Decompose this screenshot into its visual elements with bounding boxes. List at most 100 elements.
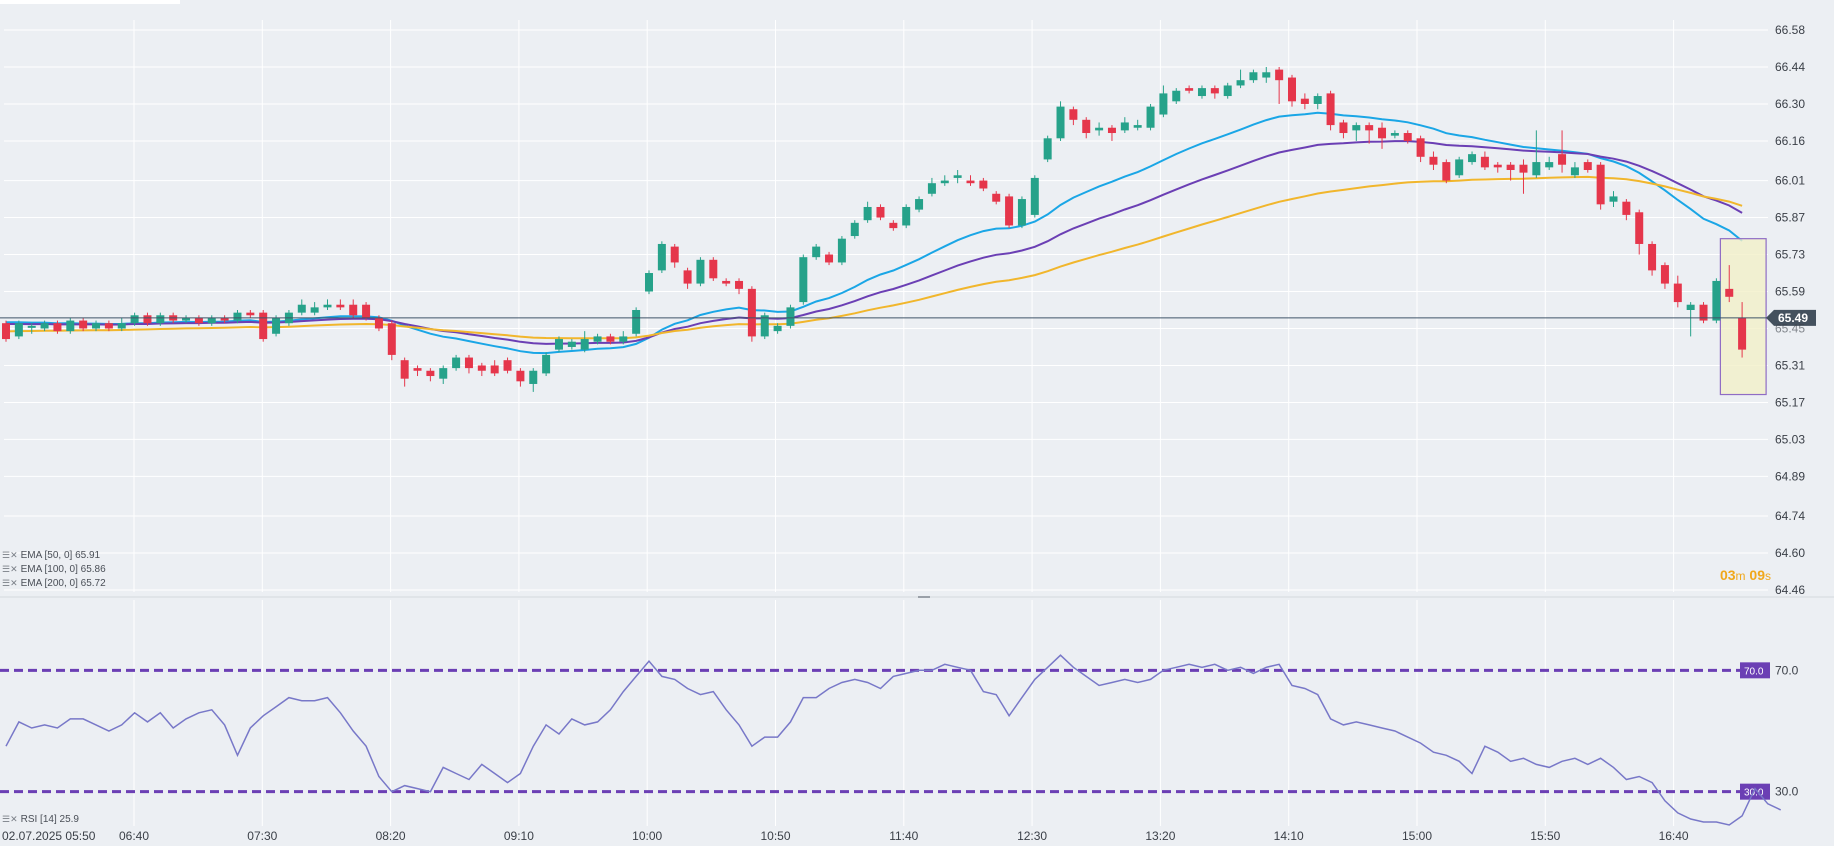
- candle-up: [580, 339, 589, 350]
- candle-down: [1673, 283, 1682, 303]
- candle-down: [1660, 265, 1669, 284]
- rsi-axis-label: 70.0: [1775, 663, 1799, 677]
- candle-up: [1197, 88, 1206, 97]
- countdown-minutes-unit: m: [1735, 569, 1746, 583]
- price-tick-label: 66.30: [1775, 97, 1805, 111]
- candle-up: [1570, 167, 1579, 176]
- rsi-level-tag-label: 70.0: [1744, 666, 1764, 677]
- rsi-level-tag-label: 30.0: [1744, 788, 1764, 799]
- legend-ema100-label: EMA [100, 0] 65.86: [20, 564, 106, 575]
- candle-up: [1017, 199, 1026, 226]
- highlight-rect: [1719, 238, 1767, 396]
- candle-up: [812, 246, 821, 258]
- settings-close-icon[interactable]: ☰✕: [2, 578, 18, 588]
- candle-down: [426, 370, 435, 377]
- candle-down: [683, 270, 692, 284]
- candle-down: [1738, 317, 1747, 350]
- candle-up: [1249, 72, 1258, 81]
- candle-up: [1133, 125, 1142, 128]
- candle-down: [490, 365, 499, 374]
- candle-up: [554, 339, 563, 350]
- time-tick-label: 11:40: [889, 829, 918, 843]
- grid: [0, 20, 1834, 826]
- candle-up: [1095, 127, 1104, 131]
- candle-up: [1712, 280, 1721, 321]
- settings-close-icon[interactable]: ☰✕: [2, 550, 18, 560]
- candle-down: [143, 315, 152, 324]
- candle-up: [902, 206, 911, 226]
- candle-up: [40, 323, 49, 329]
- candle-up: [1146, 106, 1155, 128]
- candle-down: [1699, 304, 1708, 321]
- candle-down: [400, 360, 409, 379]
- legend-ema100[interactable]: ☰✕ EMA [100, 0] 65.86: [2, 562, 106, 577]
- time-tick-label: 13:20: [1145, 829, 1175, 843]
- candle-down: [1635, 212, 1644, 244]
- candle-down: [1725, 288, 1734, 297]
- legend-rsi-label: RSI [14] 25.9: [20, 814, 79, 825]
- ema-lines: [5, 111, 1743, 355]
- price-axis[interactable]: 66.58 66.44 66.30 66.16 66.01 65.87 65.73 65.59…: [1775, 23, 1805, 597]
- candle-down: [349, 304, 358, 316]
- candle-down: [413, 368, 422, 371]
- candle-up: [1468, 154, 1477, 163]
- candle-up: [529, 370, 538, 384]
- candle-up: [182, 317, 191, 321]
- candle-up: [927, 183, 936, 194]
- candle-up: [567, 341, 576, 347]
- time-tick-label: 16:40: [1659, 829, 1689, 843]
- candle-up: [1056, 106, 1065, 139]
- rsi-level-tag: [1740, 783, 1770, 800]
- candle-down: [1558, 154, 1567, 165]
- candle-down: [1005, 196, 1014, 226]
- ema-line-50: [5, 111, 1743, 355]
- candle-up: [1686, 304, 1695, 310]
- time-tick-label: 10:50: [760, 829, 790, 843]
- time-tick-label: 06:40: [119, 829, 149, 843]
- candle-up: [657, 243, 666, 271]
- candle-down: [336, 304, 345, 308]
- rsi-panel: 70.0 70.0 30.0 30.0: [0, 654, 1799, 826]
- countdown-minutes: 03: [1719, 567, 1736, 583]
- legend-ema200[interactable]: ☰✕ EMA [200, 0] 65.72: [2, 576, 106, 591]
- candle-up: [323, 304, 332, 308]
- candle-down: [387, 323, 396, 355]
- candle-up: [619, 336, 628, 342]
- candle-down: [1596, 164, 1605, 205]
- candle-up: [310, 307, 319, 313]
- candle-up: [645, 273, 653, 292]
- price-tick-label: 65.73: [1775, 248, 1805, 262]
- candle-up: [863, 206, 872, 221]
- candle-down: [1300, 98, 1309, 104]
- highlight-box[interactable]: [1719, 238, 1767, 396]
- candle-up: [1455, 159, 1464, 176]
- candle-up: [1043, 138, 1052, 160]
- legend-ema50[interactable]: ☰✕ EMA [50, 0] 65.91: [2, 548, 100, 563]
- settings-close-icon[interactable]: ☰✕: [2, 564, 18, 574]
- candle-up: [632, 310, 641, 334]
- candle-down: [825, 254, 834, 263]
- candle-down: [1339, 122, 1348, 134]
- candle-down: [1506, 164, 1515, 170]
- candle-down: [1493, 164, 1502, 168]
- candle-down: [1442, 162, 1451, 181]
- legend-rsi[interactable]: ☰✕ RSI [14] 25.9: [2, 812, 79, 827]
- candle-up: [786, 307, 795, 326]
- candle-down: [1403, 133, 1412, 141]
- candle-down: [246, 312, 255, 316]
- candle-down: [53, 323, 62, 332]
- price-tick-label: 65.59: [1775, 285, 1805, 299]
- candle-down: [477, 365, 486, 371]
- legend-ema50-label: EMA [50, 0] 65.91: [20, 550, 101, 561]
- candle-down: [876, 206, 885, 218]
- time-axis[interactable]: 02.07.2025 05:50 06:40 07:30 08:20 09:10 10:0…: [2, 829, 1689, 843]
- candle-down: [889, 222, 898, 229]
- price-tick-label: 64.74: [1775, 509, 1805, 523]
- candle-down: [220, 317, 229, 321]
- candle-up: [1172, 90, 1181, 102]
- rsi-level-tag: [1740, 662, 1770, 679]
- price-tick-label: 66.01: [1775, 174, 1805, 188]
- settings-close-icon[interactable]: ☰✕: [2, 814, 18, 824]
- current-price-tag: [1766, 309, 1816, 326]
